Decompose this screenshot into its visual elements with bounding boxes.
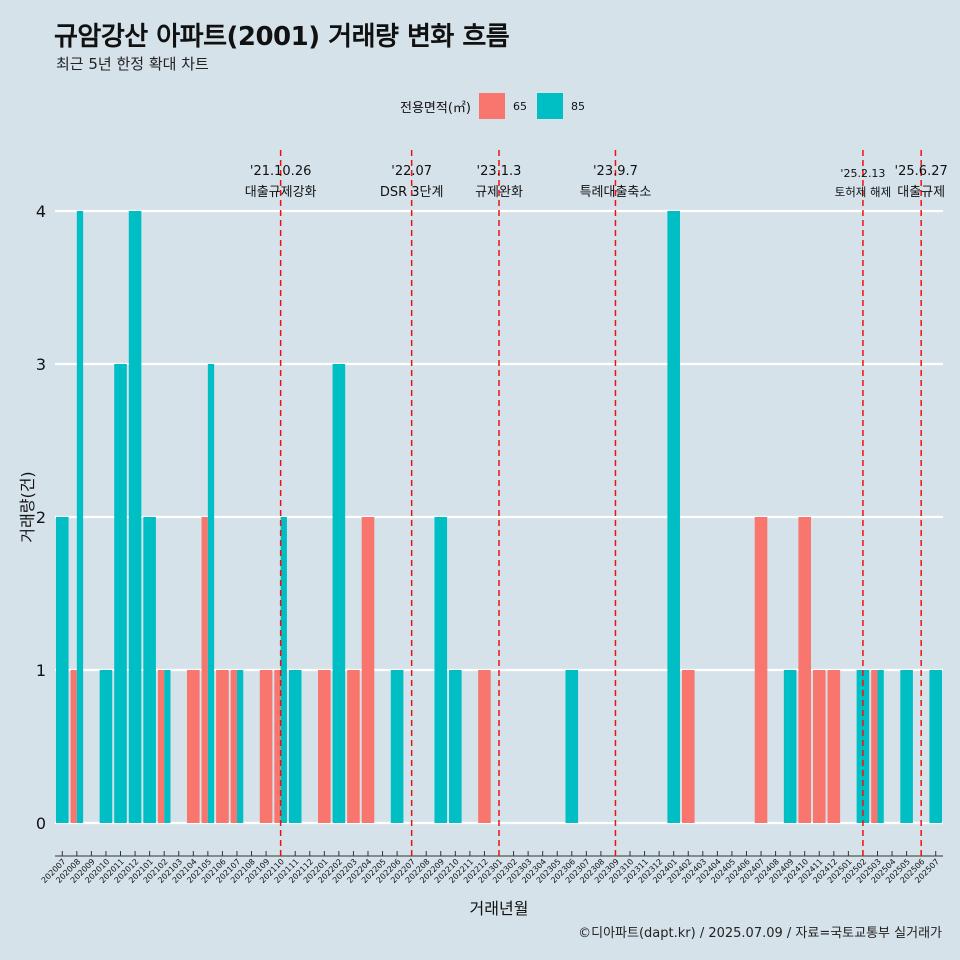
event-date-label: '23.1.3 (477, 164, 522, 179)
event-date-label: '25.6.27 (895, 164, 948, 179)
bar-65 (157, 670, 165, 823)
bar-65 (871, 670, 878, 823)
legend-label-65: 65 (512, 99, 527, 113)
event-label: 토허제 해제 (835, 185, 892, 199)
legend-key-65 (478, 93, 505, 119)
y-tick-label: 3 (36, 355, 46, 374)
bar-85 (900, 670, 913, 823)
bar-85 (99, 670, 113, 823)
bar-85 (667, 211, 680, 823)
chart-title: 규암강산 아파트(2001) 거래량 변화 흐름 (54, 22, 510, 52)
event-date-label: '23.9.7 (593, 164, 638, 179)
bar-85 (783, 670, 797, 823)
y-tick-label: 0 (36, 814, 46, 833)
bar-85 (114, 364, 127, 823)
bar-85 (207, 364, 215, 823)
bar-65 (798, 517, 812, 823)
bar-85 (390, 670, 404, 823)
event-date-label: '25.2.13 (840, 167, 885, 180)
chart-subtitle: 최근 5년 한정 확대 차트 (56, 55, 209, 73)
bar-85 (164, 670, 171, 823)
event-label: 규제완화 (475, 185, 523, 200)
bar-85 (76, 211, 84, 823)
bar-65 (70, 670, 77, 823)
y-axis-title: 거래량(건) (18, 471, 37, 542)
bar-65 (318, 670, 331, 823)
bar-65 (812, 670, 826, 823)
bar-65 (274, 670, 281, 823)
bar-65 (361, 517, 375, 823)
event-label: 대출규제 (897, 185, 945, 200)
bar-85 (236, 670, 244, 823)
bar-85 (565, 670, 579, 823)
legend-key-85 (536, 93, 563, 119)
bar-65 (216, 670, 229, 823)
bar-65 (201, 517, 208, 823)
bar-85 (434, 517, 448, 823)
bar-65 (259, 670, 273, 823)
legend-label-85: 85 (570, 99, 585, 113)
bar-85 (280, 517, 287, 823)
bar-85 (929, 670, 943, 823)
event-label: DSR 3단계 (380, 185, 444, 200)
bar-85 (449, 670, 462, 823)
bar-85 (128, 211, 142, 823)
x-axis-title: 거래년월 (470, 899, 529, 918)
source-caption: ©디아파트(dapt.kr) / 2025.07.09 / 자료=국토교통부 실… (578, 926, 942, 941)
bar-85 (55, 517, 69, 823)
event-label: 대출규제강화 (245, 185, 317, 200)
bar-65 (347, 670, 360, 823)
bar-65 (754, 517, 768, 823)
event-date-label: '22.07 (391, 164, 432, 179)
y-tick-label: 1 (36, 661, 46, 680)
legend: 전용면적(㎡) 65 85 (400, 92, 595, 120)
y-tick-label: 2 (36, 508, 46, 527)
bar-65 (186, 670, 200, 823)
bar-65 (681, 670, 695, 823)
bar-85 (143, 517, 156, 823)
bar-85 (856, 670, 870, 823)
bar-85 (877, 670, 884, 823)
bar-85 (288, 670, 302, 823)
y-tick-label: 4 (36, 202, 46, 221)
bar-85 (332, 364, 346, 823)
event-date-label: '21.10.26 (250, 164, 311, 179)
event-label: 특례대출축소 (580, 185, 652, 200)
bar-65 (827, 670, 841, 823)
legend-title: 전용면적(㎡) (400, 100, 471, 116)
bar-65 (478, 670, 491, 823)
bar-65 (230, 670, 237, 823)
